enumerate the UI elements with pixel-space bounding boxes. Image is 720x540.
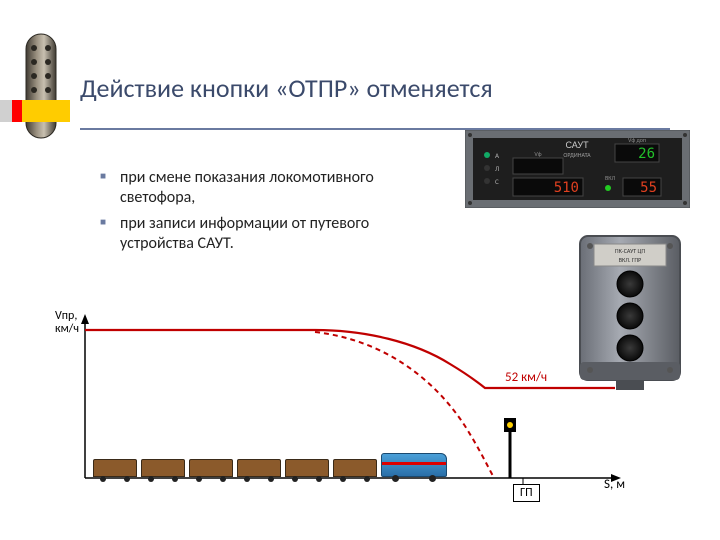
svg-text:ВКЛ. ГПР: ВКЛ. ГПР bbox=[619, 256, 641, 264]
svg-text:ВКЛ: ВКЛ bbox=[605, 174, 616, 182]
saut-display-device: САУТ ОРДИНАТА А Л С Vф Vф доп 26 510 ВКЛ… bbox=[465, 130, 690, 208]
svg-text:САУТ: САУТ bbox=[565, 140, 589, 150]
page-title: Действие кнопки «ОТПР» отменяется bbox=[80, 72, 493, 104]
bullet-list: при смене показания локомотивного светоф… bbox=[100, 168, 440, 260]
freight-wagon bbox=[141, 459, 185, 477]
svg-text:Vф: Vф bbox=[534, 150, 541, 158]
svg-text:ПК-САУТ ЦП: ПК-САУТ ЦП bbox=[615, 247, 645, 255]
device-value-left: 510 bbox=[554, 180, 579, 196]
svg-text:С: С bbox=[495, 177, 499, 186]
freight-wagon bbox=[237, 459, 281, 477]
speed-distance-chart: Vпр,км/ч 52 км/ч S, м ГП bbox=[55, 310, 635, 500]
freight-wagon bbox=[93, 459, 137, 477]
freight-wagon bbox=[285, 459, 329, 477]
locomotive bbox=[381, 453, 447, 477]
freight-wagon bbox=[333, 459, 377, 477]
accent-bar bbox=[0, 100, 70, 122]
device-value-top: 26 bbox=[638, 146, 655, 162]
sensor-column-image bbox=[20, 30, 62, 145]
svg-text:Vф доп: Vф доп bbox=[628, 136, 646, 144]
gp-marker: ГП bbox=[513, 484, 540, 502]
bullet-item: при смене показания локомотивного светоф… bbox=[100, 168, 440, 208]
bullet-item: при записи информации от путевого устрой… bbox=[100, 214, 440, 254]
svg-text:Л: Л bbox=[495, 164, 499, 173]
x-axis-label: S, м bbox=[604, 477, 625, 492]
device-value-right: 55 bbox=[640, 180, 657, 196]
svg-text:ОРДИНАТА: ОРДИНАТА bbox=[563, 151, 591, 159]
freight-wagon bbox=[189, 459, 233, 477]
step-speed-label: 52 км/ч bbox=[505, 370, 547, 385]
